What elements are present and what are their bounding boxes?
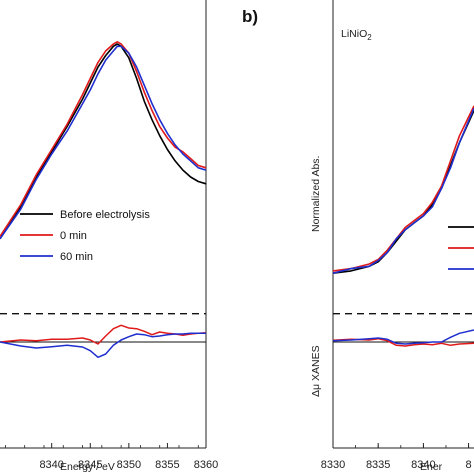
- panel-b-bottom-y-axis-label: Δμ XANES: [310, 345, 322, 397]
- panel-a-x-axis-label: Energy / eV: [60, 461, 115, 473]
- panel-b-title-main: LiNiO: [341, 28, 367, 40]
- panel-b-difference-60-min: [332, 329, 474, 345]
- panel-b-letter: b): [242, 7, 258, 26]
- panel-a-x-tick-label: 8360: [194, 459, 218, 471]
- panel-b-x-tick-label: 8335: [366, 459, 390, 471]
- panel-a-difference-60-min: [0, 332, 206, 359]
- panel-b-difference-plot: [332, 313, 474, 347]
- panel-b-x-tick-label: 8340: [411, 459, 435, 471]
- legend-entry: 0 min: [60, 230, 87, 242]
- legend: Before electrolysis 0 min 60 min: [20, 209, 150, 263]
- panel-a-difference-plot: [0, 313, 207, 359]
- panel-b-difference-0-min: [332, 337, 474, 347]
- panel-a-series-0-min: [0, 41, 207, 237]
- panel-b-series-60-min: [332, 107, 474, 274]
- panel-b-legend-fragment: [448, 226, 474, 270]
- panel-b-x-axis-label: Ener: [420, 461, 443, 473]
- panel-a-x-tick-label: 8355: [155, 459, 179, 471]
- panel-a-top-plot: [0, 41, 207, 240]
- panel-b-title: LiNiO2: [341, 28, 372, 42]
- legend-entry: 60 min: [60, 251, 93, 263]
- legend-entry: Before electrolysis: [60, 209, 150, 221]
- panel-b-y-axis-label: Normalized Abs.: [310, 156, 322, 232]
- panel-b: b) LiNiO2 Normalized Abs. Δμ XANES 8330 8…: [242, 0, 474, 473]
- panel-a-x-tick-label: 8345: [78, 459, 102, 471]
- panel-b-series-0-min: [332, 105, 474, 272]
- panel-b-ticks: 8330 8335 8340 8: [321, 443, 472, 471]
- panel-a-series-60-min: [0, 45, 207, 240]
- panel-b-x-tick-label: 8330: [321, 459, 345, 471]
- panel-b-top-plot: [332, 105, 474, 274]
- panel-a-x-tick-label: 8340: [39, 459, 63, 471]
- panel-a-ticks: 8340 8345 8350 8355 8360: [5, 443, 218, 471]
- panel-b-x-tick-label: 8: [466, 459, 472, 471]
- panel-a-x-tick-label: 8350: [117, 459, 141, 471]
- panel-b-title-subscript: 2: [367, 33, 372, 42]
- panel-a: 8340 8345 8350 8355 8360 Before electrolysis…: [0, 0, 218, 473]
